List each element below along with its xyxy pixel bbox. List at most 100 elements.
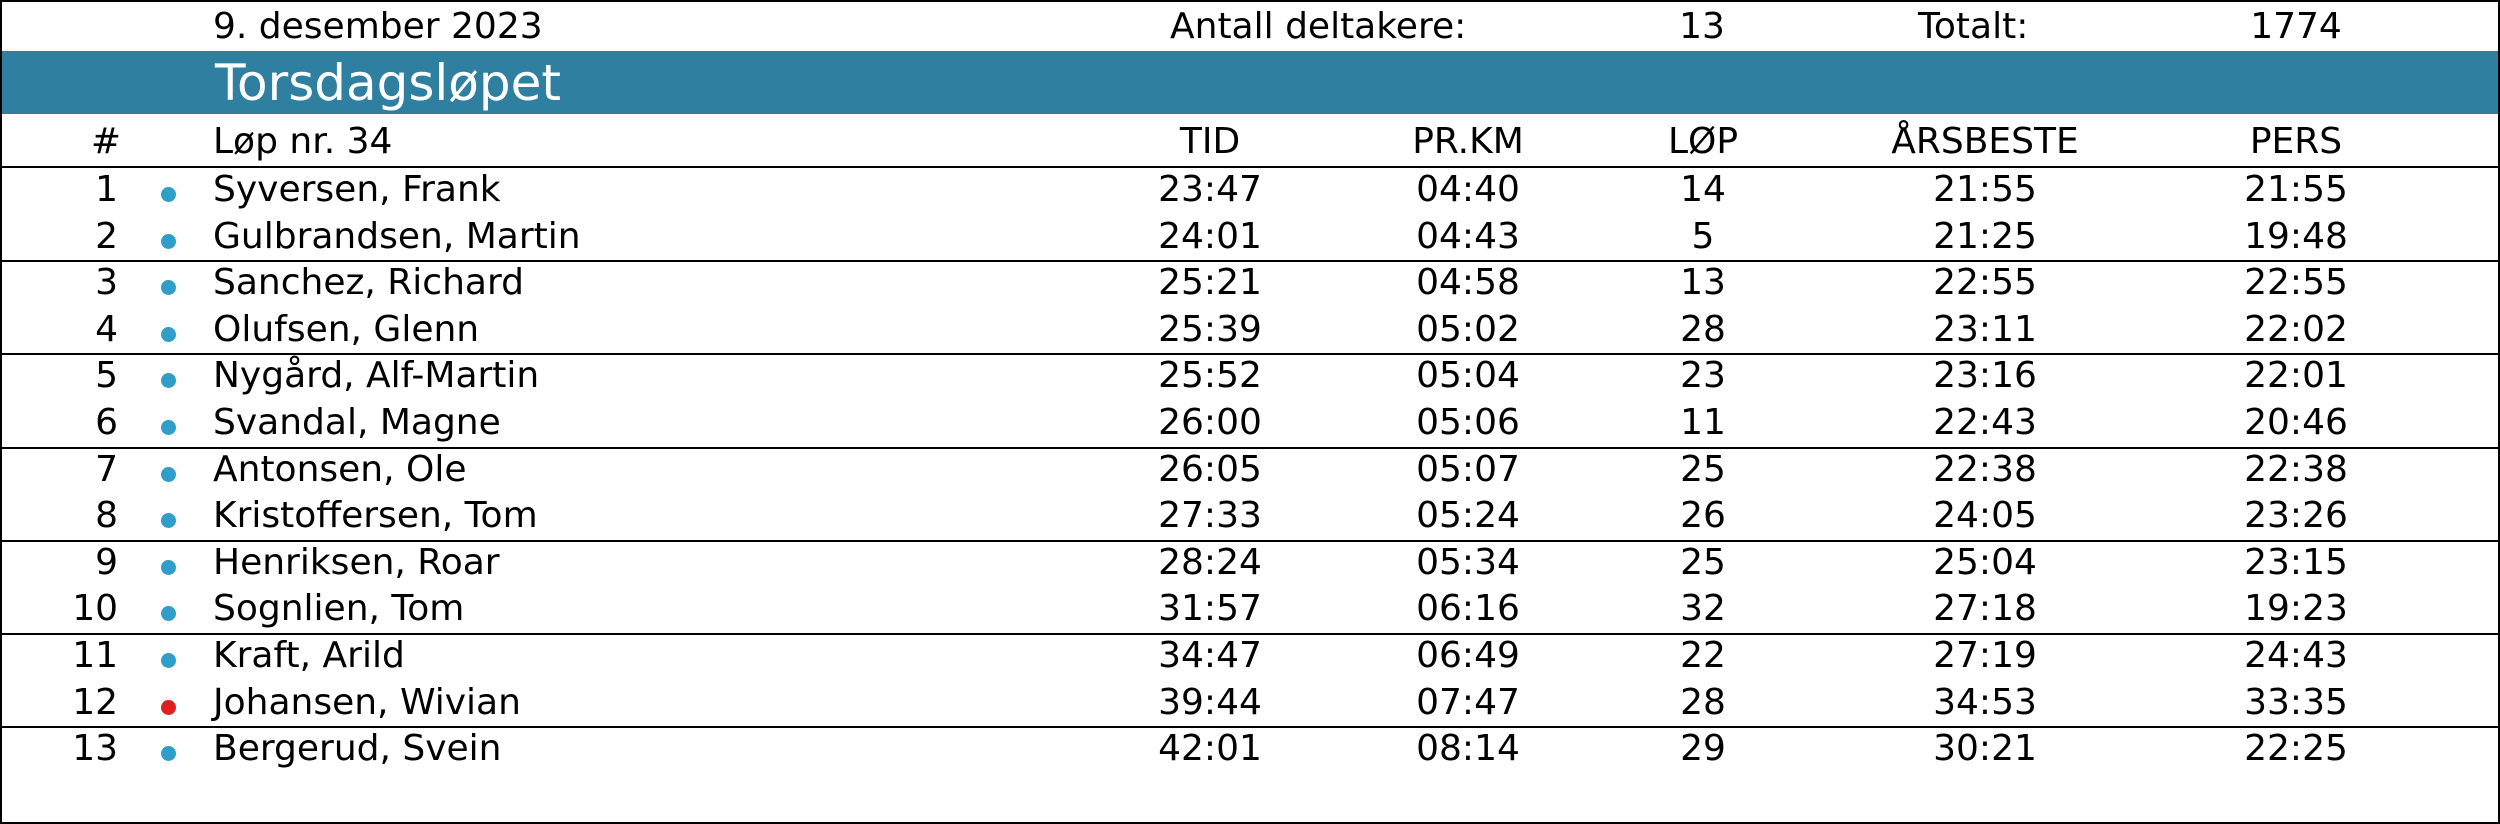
time-cell: 27:33 xyxy=(1158,495,1262,537)
personal-best-cell: 20:46 xyxy=(2244,402,2348,443)
runner-name: Olufsen, Glenn xyxy=(213,308,480,350)
rank-cell: 4 xyxy=(95,308,118,350)
rank-cell: 6 xyxy=(95,402,118,443)
runs-cell: 25 xyxy=(1680,541,1726,583)
blue-dot-icon xyxy=(161,466,176,482)
rank-cell: 5 xyxy=(95,355,118,397)
col-name-header: Løp nr. 34 xyxy=(213,121,393,162)
per-km-cell: 04:43 xyxy=(1416,215,1520,257)
personal-best-cell: 22:02 xyxy=(2244,308,2348,350)
blue-dot-icon xyxy=(161,187,176,202)
per-km-cell: 05:06 xyxy=(1416,402,1520,443)
row-group-divider xyxy=(2,353,2498,355)
row-group-divider xyxy=(2,633,2498,635)
personal-best-cell: 33:35 xyxy=(2244,681,2348,723)
time-cell: 28:24 xyxy=(1158,541,1262,583)
time-cell: 25:39 xyxy=(1158,308,1262,350)
blue-dot-icon xyxy=(161,559,176,575)
time-cell: 39:44 xyxy=(1158,681,1262,723)
runner-name: Kristoffersen, Tom xyxy=(213,495,538,537)
runner-name: Antonsen, Ole xyxy=(213,448,467,490)
season-best-cell: 22:55 xyxy=(1933,262,2037,304)
runner-name: Henriksen, Roar xyxy=(213,541,500,583)
blue-dot-icon xyxy=(161,280,176,296)
blue-dot-icon xyxy=(161,746,176,762)
col-time-header: TID xyxy=(1179,121,1241,162)
per-km-cell: 05:24 xyxy=(1416,495,1520,537)
runs-cell: 28 xyxy=(1680,308,1726,350)
time-cell: 26:00 xyxy=(1158,402,1262,443)
time-cell: 42:01 xyxy=(1158,728,1262,770)
rank-cell: 11 xyxy=(72,635,118,676)
time-cell: 23:47 xyxy=(1158,169,1262,210)
personal-best-cell: 22:55 xyxy=(2244,262,2348,304)
blue-dot-icon xyxy=(161,326,176,342)
time-cell: 26:05 xyxy=(1158,448,1262,490)
season-best-cell: 23:11 xyxy=(1933,308,2037,350)
runner-name: Bergerud, Svein xyxy=(213,728,502,770)
col-runs-header: LØP xyxy=(1667,121,1739,162)
runs-cell: 25 xyxy=(1680,448,1726,490)
race-title: Torsdagsløpet xyxy=(215,54,561,112)
runner-name: Sanchez, Richard xyxy=(213,262,524,304)
personal-best-cell: 22:25 xyxy=(2244,728,2348,770)
season-best-cell: 30:21 xyxy=(1933,728,2037,770)
row-group-divider xyxy=(2,447,2498,449)
col-personal-best-header: PERS xyxy=(2249,121,2343,162)
runs-cell: 32 xyxy=(1680,588,1726,630)
rank-cell: 12 xyxy=(72,681,118,723)
runs-cell: 11 xyxy=(1680,402,1726,443)
row-group-divider xyxy=(2,726,2498,728)
season-best-cell: 22:38 xyxy=(1933,448,2037,490)
per-km-cell: 06:49 xyxy=(1416,635,1520,676)
personal-best-cell: 23:15 xyxy=(2244,541,2348,583)
blue-dot-icon xyxy=(161,233,176,249)
personal-best-cell: 24:43 xyxy=(2244,635,2348,676)
personal-best-cell: 23:26 xyxy=(2244,495,2348,537)
blue-dot-icon xyxy=(161,513,176,529)
personal-best-cell: 19:23 xyxy=(2244,588,2348,630)
per-km-cell: 05:02 xyxy=(1416,308,1520,350)
total-label: Totalt: xyxy=(1918,6,2029,47)
per-km-cell: 05:07 xyxy=(1416,448,1520,490)
blue-dot-icon xyxy=(161,373,176,389)
time-cell: 25:21 xyxy=(1158,262,1262,304)
per-km-cell: 07:47 xyxy=(1416,681,1520,723)
runs-cell: 14 xyxy=(1680,169,1726,210)
season-best-cell: 21:55 xyxy=(1933,169,2037,210)
runs-cell: 28 xyxy=(1680,681,1726,723)
col-rank-header: # xyxy=(90,121,122,162)
row-group-divider xyxy=(2,260,2498,262)
event-date: 9. desember 2023 xyxy=(213,6,543,47)
blue-dot-icon xyxy=(161,653,176,668)
runs-cell: 29 xyxy=(1680,728,1726,770)
season-best-cell: 25:04 xyxy=(1933,541,2037,583)
rank-cell: 3 xyxy=(95,262,118,304)
rank-cell: 10 xyxy=(72,588,118,630)
rank-cell: 13 xyxy=(72,728,118,770)
row-group-divider xyxy=(2,540,2498,542)
season-best-cell: 22:43 xyxy=(1933,402,2037,443)
col-perkm-header: PR.KM xyxy=(1412,121,1524,162)
rank-cell: 9 xyxy=(95,541,118,583)
runner-name: Syversen, Frank xyxy=(213,169,501,210)
blue-dot-icon xyxy=(161,420,176,435)
personal-best-cell: 19:48 xyxy=(2244,215,2348,257)
season-best-cell: 21:25 xyxy=(1933,215,2037,257)
personal-best-cell: 21:55 xyxy=(2244,169,2348,210)
time-cell: 24:01 xyxy=(1158,215,1262,257)
time-cell: 31:57 xyxy=(1158,588,1262,630)
time-cell: 25:52 xyxy=(1158,355,1262,397)
personal-best-cell: 22:38 xyxy=(2244,448,2348,490)
season-best-cell: 27:19 xyxy=(1933,635,2037,676)
season-best-cell: 24:05 xyxy=(1933,495,2037,537)
participants-count: 13 xyxy=(1679,6,1725,47)
personal-best-cell: 22:01 xyxy=(2244,355,2348,397)
rank-cell: 8 xyxy=(95,495,118,537)
runner-name: Svandal, Magne xyxy=(213,402,501,443)
rank-cell: 7 xyxy=(95,448,118,490)
runner-name: Sognlien, Tom xyxy=(213,588,465,630)
per-km-cell: 08:14 xyxy=(1416,728,1520,770)
title-band: Torsdagsløpet xyxy=(2,51,2498,114)
